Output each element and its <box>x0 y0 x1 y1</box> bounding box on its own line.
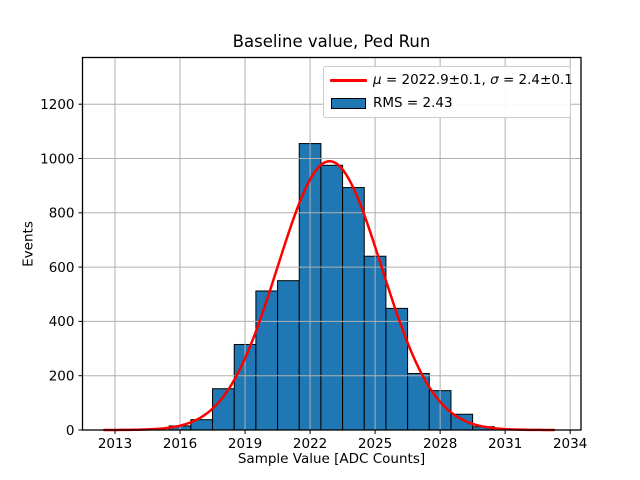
legend-fit-label: μ = 2022.9±0.1, σ = 2.4±0.1 <box>373 71 573 88</box>
y-tick-label: 400 <box>49 314 75 330</box>
x-tick-label: 2016 <box>163 436 197 452</box>
legend-entry-fit: μ = 2022.9±0.1, σ = 2.4±0.1 <box>324 70 573 92</box>
x-tick-label: 2031 <box>488 436 522 452</box>
legend-hist-label: RMS = 2.43 <box>373 94 453 111</box>
y-tick-label: 0 <box>66 423 75 439</box>
histogram-bar <box>342 187 365 431</box>
legend-entry-hist: RMS = 2.43 <box>324 92 570 114</box>
chart-title: Baseline value, Ped Run <box>232 32 431 51</box>
y-tick-label: 1200 <box>40 97 74 113</box>
x-tick-label: 2025 <box>358 436 392 452</box>
y-tick-label: 200 <box>49 369 75 385</box>
hist-swatch-wrap <box>324 97 373 109</box>
legend: μ = 2022.9±0.1, σ = 2.4±0.1 RMS = 2.43 <box>323 66 573 118</box>
mu-symbol: μ <box>373 71 382 88</box>
sigma-symbol: σ <box>490 71 499 88</box>
x-tick-label: 2013 <box>98 436 132 452</box>
y-tick-label: 800 <box>49 206 75 222</box>
x-tick-label: 2028 <box>423 436 457 452</box>
x-tick-label: 2022 <box>293 436 327 452</box>
mu-value: = 2022.9±0.1, <box>381 71 491 88</box>
histogram-bar <box>320 164 344 431</box>
plot-border <box>81 56 582 431</box>
y-axis-label: Events <box>20 221 37 267</box>
histogram-bar <box>255 290 279 431</box>
x-axis-label: Sample Value [ADC Counts] <box>237 451 426 467</box>
y-tick-label: 1000 <box>40 151 74 167</box>
sigma-value: = 2.4±0.1 <box>498 71 573 88</box>
histogram-bar <box>277 280 300 431</box>
x-tick-label: 2034 <box>553 436 587 452</box>
fit-swatch-wrap <box>324 79 373 83</box>
fit-line-swatch-icon <box>330 79 367 83</box>
x-tick-label: 2019 <box>228 436 262 452</box>
histogram-bar <box>385 307 409 431</box>
y-tick-label: 600 <box>49 260 75 276</box>
histogram-swatch-icon <box>331 97 366 109</box>
gaussian-fit-curve <box>102 160 556 432</box>
